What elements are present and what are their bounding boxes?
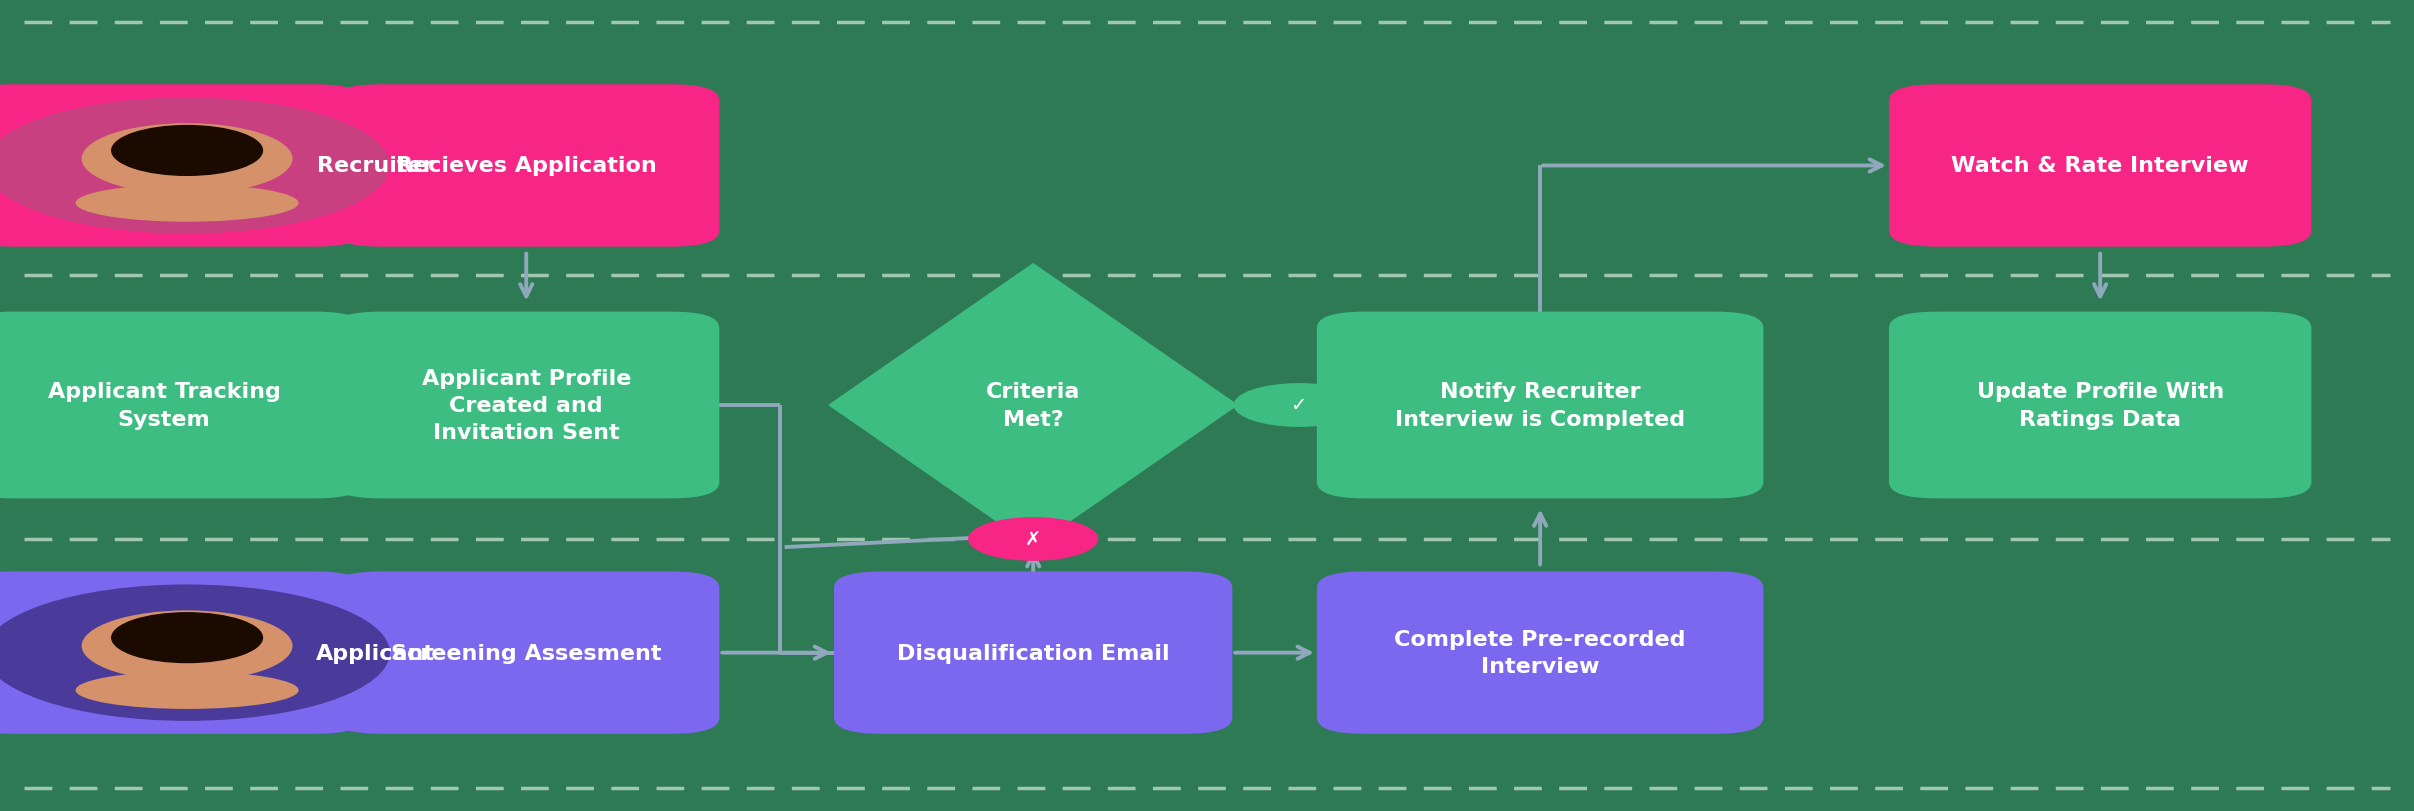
FancyBboxPatch shape [1888, 85, 2313, 247]
Circle shape [1234, 384, 1364, 427]
Circle shape [0, 585, 391, 721]
Circle shape [968, 517, 1098, 561]
FancyBboxPatch shape [333, 572, 719, 734]
FancyBboxPatch shape [333, 312, 719, 499]
Circle shape [111, 612, 263, 663]
Text: Update Profile With
Ratings Data: Update Profile With Ratings Data [1977, 382, 2223, 429]
FancyBboxPatch shape [0, 312, 365, 499]
Text: Disqualification Email: Disqualification Email [898, 643, 1168, 663]
Text: ✓: ✓ [1291, 396, 1306, 415]
Text: Applicant Profile
Created and
Invitation Sent: Applicant Profile Created and Invitation… [422, 368, 630, 443]
Circle shape [111, 126, 263, 177]
Circle shape [0, 98, 391, 234]
FancyBboxPatch shape [1318, 312, 1762, 499]
FancyBboxPatch shape [0, 85, 365, 247]
Circle shape [82, 611, 292, 681]
FancyBboxPatch shape [1318, 572, 1762, 734]
Polygon shape [828, 264, 1238, 547]
Text: Recieves Application: Recieves Application [396, 157, 657, 176]
FancyBboxPatch shape [333, 85, 719, 247]
Text: Recruiter: Recruiter [316, 157, 435, 176]
FancyBboxPatch shape [0, 572, 365, 734]
Ellipse shape [75, 185, 299, 222]
Text: Notify Recruiter
Interview is Completed: Notify Recruiter Interview is Completed [1395, 382, 1685, 429]
Circle shape [82, 124, 292, 195]
Text: Applicant Tracking
System: Applicant Tracking System [48, 382, 280, 429]
Text: Applicant: Applicant [316, 643, 435, 663]
Text: Complete Pre-recorded
Interview: Complete Pre-recorded Interview [1395, 629, 1685, 676]
Text: ✗: ✗ [1026, 530, 1040, 549]
Text: Watch & Rate Interview: Watch & Rate Interview [1951, 157, 2250, 176]
Text: Screening Assesment: Screening Assesment [391, 643, 661, 663]
Ellipse shape [75, 672, 299, 709]
FancyBboxPatch shape [835, 572, 1231, 734]
Text: Criteria
Met?: Criteria Met? [985, 382, 1081, 429]
FancyBboxPatch shape [1888, 312, 2313, 499]
